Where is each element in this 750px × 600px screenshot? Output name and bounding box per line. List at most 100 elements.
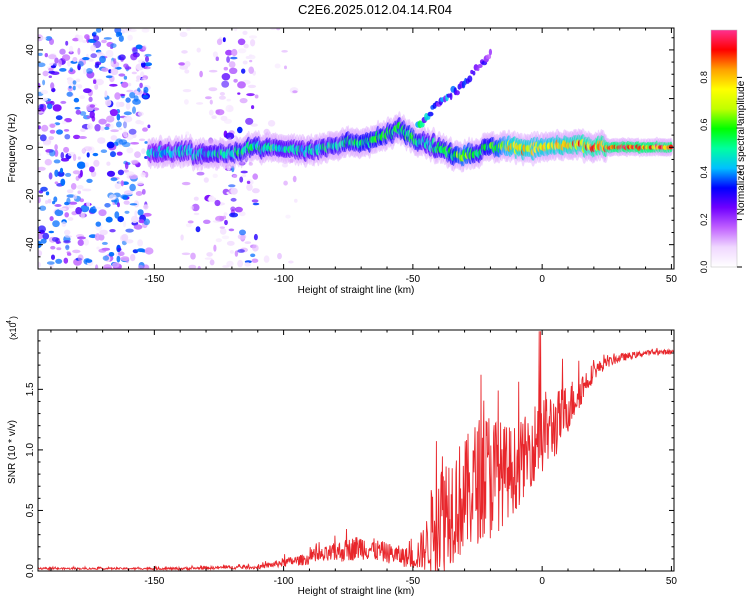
- spectrogram-noise-blob: [95, 28, 102, 33]
- spectrogram-noise-blob: [54, 149, 59, 157]
- snr-series-line: [38, 331, 674, 571]
- snr-y-axis-label: SNR (10 * v/v): [7, 420, 18, 484]
- snr-frame: [37, 329, 675, 572]
- spectrogram-noise-blob: [52, 63, 57, 67]
- spectrogram-noise-blob: [48, 75, 52, 78]
- spectrogram-noise-blob: [120, 180, 124, 187]
- snr-x-tick-label: -100: [274, 576, 294, 587]
- spectrogram-noise-blob: [77, 239, 85, 246]
- spectrogram-noise-blob: [50, 245, 56, 250]
- spectrogram-noise-blob: [199, 70, 203, 78]
- spectrogram-noise-blob: [109, 123, 114, 129]
- spectrogram-noise-blob: [72, 80, 77, 85]
- spectrogram-noise-blob: [101, 67, 109, 72]
- spectrogram-noise-blob: [77, 61, 84, 67]
- spectrogram-noise-blob: [41, 124, 49, 132]
- snr-y-tick-label: 0.0: [25, 564, 36, 578]
- spectrogram-noise-blob: [219, 228, 227, 235]
- spectrogram-noise-blob: [124, 161, 129, 170]
- spectrogram-noise-blob: [142, 264, 150, 269]
- spectrogram-noise-blob: [118, 73, 126, 77]
- spectrogram-noise-blob: [89, 166, 95, 173]
- spectrogram-noise-blob: [129, 203, 138, 206]
- spectrogram-noise-blob: [105, 216, 113, 223]
- spectrogram-noise-blob: [60, 100, 67, 104]
- spectrogram-noise-blob: [98, 209, 107, 217]
- spectrogram-noise-blob: [215, 56, 219, 62]
- spectrogram-noise-blob: [104, 203, 111, 208]
- spectrogram-noise-blob: [45, 200, 48, 205]
- spectrogram-noise-blob: [209, 99, 213, 105]
- spectrogram-y-tick-label: 40: [25, 44, 36, 56]
- spectrogram-noise-blob: [100, 126, 105, 131]
- spectrogram-noise-blob: [79, 95, 86, 100]
- spectrogram-noise-blob: [73, 97, 80, 103]
- spectrogram-noise-blob: [215, 109, 225, 116]
- spectrogram-noise-blob: [86, 152, 90, 158]
- spectrogram-branch-blob: [477, 64, 483, 68]
- spectrogram-noise-blob: [63, 240, 71, 244]
- spectrogram-noise-blob: [237, 126, 243, 134]
- spectrogram-noise-blob: [65, 244, 70, 251]
- spectrogram-noise-blob: [180, 234, 184, 241]
- spectrogram-noise-blob: [75, 78, 81, 83]
- spectrogram-noise-blob: [78, 136, 87, 139]
- spectrogram-branch-blob: [454, 90, 460, 96]
- spectrogram-noise-blob: [82, 40, 87, 43]
- spectrogram-noise-blob: [90, 44, 96, 52]
- spectrogram-noise-blob: [98, 118, 107, 125]
- spectrogram-noise-blob: [131, 215, 139, 224]
- spectrogram-noise-blob: [94, 63, 100, 69]
- spectrogram-noise-blob: [47, 103, 53, 110]
- spectrogram-noise-blob: [77, 190, 81, 195]
- spectrogram-noise-blob: [131, 71, 137, 75]
- spectrogram-noise-blob: [213, 244, 217, 252]
- spectrogram-noise-blob: [104, 126, 110, 130]
- spectrogram-noise-blob: [38, 152, 42, 157]
- colorbar: 0.0 0.2 0.4 0.6 0.8 Normalized spectral ampl…: [699, 29, 747, 273]
- spectrogram-noise-blob: [67, 60, 71, 67]
- spectrogram-noise-blob: [79, 198, 85, 203]
- spectrogram-noise-blob: [143, 66, 151, 70]
- spectrogram-noise-blob: [147, 124, 151, 129]
- spectrogram-noise-blob: [127, 34, 133, 41]
- spectrogram-noise-blob: [48, 54, 57, 60]
- chart-title: C2E6.2025.012.04.14.R04: [298, 2, 452, 17]
- spectrogram-noise-blob: [221, 73, 231, 81]
- snr-y-tick-label: 1.5: [25, 382, 36, 396]
- spectrogram-noise-blob: [77, 47, 81, 55]
- spectrogram-noise-blob: [181, 181, 191, 186]
- spectrogram-noise-blob: [82, 57, 90, 61]
- spectrogram-frame: [37, 27, 675, 270]
- spectrogram-noise-blob: [144, 247, 154, 255]
- spectrogram-noise-blob: [244, 262, 251, 267]
- snr-x-tick-label: -150: [144, 576, 164, 587]
- snr-scale-text: (x10: [8, 322, 18, 340]
- spectrogram-noise-blob: [184, 99, 189, 105]
- spectrogram-noise-blob: [231, 165, 235, 173]
- spectrogram-noise-blob: [193, 212, 200, 216]
- spectrogram-branch-blob: [427, 111, 434, 117]
- spectrogram-noise-blob: [53, 196, 58, 203]
- spectrogram-noise-blob: [48, 136, 54, 141]
- spectrogram-noise-blob: [187, 220, 194, 224]
- spectrogram-noise-blob: [38, 166, 46, 171]
- spectrogram-noise-blob: [246, 180, 251, 184]
- spectrogram-noise-blob: [105, 75, 113, 79]
- spectrogram-noise-blob: [86, 178, 93, 183]
- spectrogram-noise-blob: [63, 257, 69, 264]
- spectrogram-noise-blob: [292, 90, 298, 94]
- spectrogram-noise-blob: [186, 28, 191, 31]
- spectrogram-noise-blob: [80, 128, 86, 133]
- spectrogram-noise-blob: [65, 40, 69, 46]
- spectrogram-noise-blob: [250, 123, 258, 127]
- spectrogram-noise-blob: [42, 79, 46, 86]
- spectrogram-noise-blob: [110, 68, 119, 76]
- spectrogram-noise-blob: [237, 81, 246, 89]
- spectrogram-noise-blob: [251, 105, 255, 110]
- spectrogram-noise-blob: [66, 189, 74, 194]
- spectrogram-noise-blob: [38, 82, 41, 89]
- spectrogram-noise-blob: [221, 235, 230, 240]
- spectrogram-noise-blob: [110, 43, 117, 48]
- spectrogram-branch-blob: [485, 54, 492, 60]
